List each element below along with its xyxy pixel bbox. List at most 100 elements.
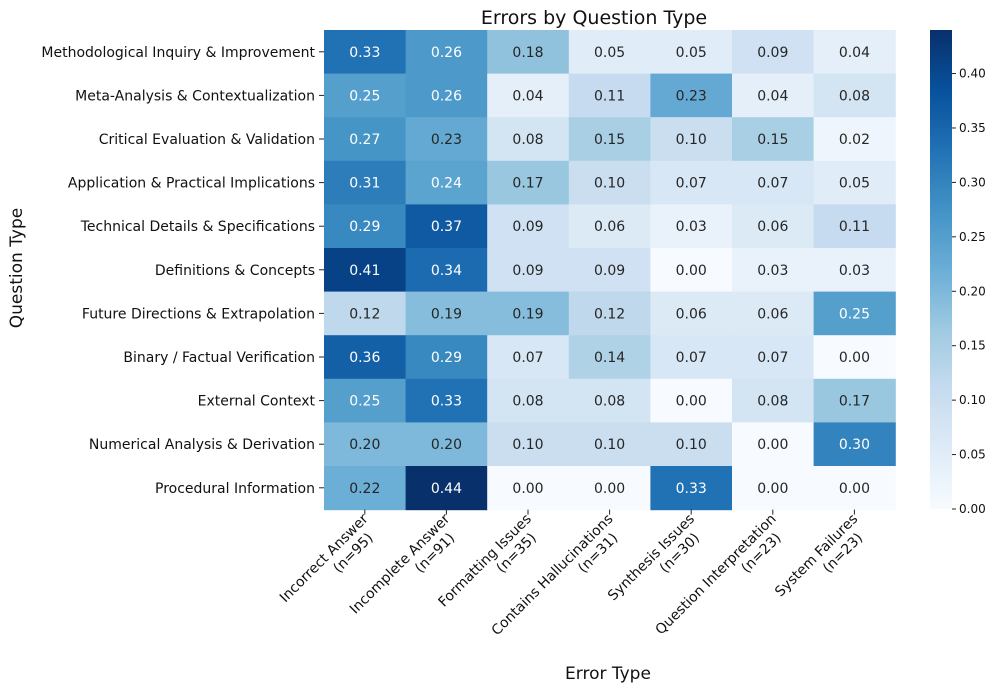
heatmap-cell	[405, 204, 488, 249]
y-tick-label: Critical Evaluation & Validation	[99, 132, 315, 148]
cell-value-label: 0.00	[594, 481, 625, 497]
y-tick-label: Methodological Inquiry & Improvement	[41, 45, 315, 61]
heatmap-cell	[568, 378, 651, 423]
heatmap-cell	[568, 160, 651, 205]
cell-value-label: 0.34	[431, 263, 462, 279]
cell-value-label: 0.22	[349, 481, 380, 497]
heatmap-cell	[732, 335, 815, 380]
cell-value-label: 0.07	[676, 350, 707, 366]
cell-value-label: 0.04	[757, 88, 788, 104]
heatmap-cell	[324, 248, 407, 293]
chart-title: Errors by Question Type	[481, 7, 707, 29]
colorbar-tick-label: 0.15	[959, 339, 986, 353]
heatmap-cell	[568, 204, 651, 249]
x-tick-label-group: System Failures(n=23)	[772, 511, 866, 600]
y-tick-label: External Context	[198, 394, 316, 410]
cell-value-label: 0.08	[757, 394, 788, 410]
cell-value-label: 0.20	[431, 437, 462, 453]
heatmap-cell	[568, 248, 651, 293]
heatmap-cell	[324, 378, 407, 423]
colorbar-tick-label: 0.35	[959, 121, 986, 135]
cell-value-label: 0.00	[839, 350, 870, 366]
cell-value-label: 0.10	[512, 437, 543, 453]
cell-value-label: 0.29	[431, 350, 462, 366]
cell-value-label: 0.08	[512, 132, 543, 148]
heatmap-cell	[405, 30, 488, 75]
y-axis-label: Question Type	[7, 208, 27, 329]
heatmap-cell	[813, 291, 896, 336]
cell-value-label: 0.23	[431, 132, 462, 148]
heatmap-cell	[324, 466, 407, 511]
heatmap-cell	[405, 291, 488, 336]
cell-value-label: 0.30	[839, 437, 870, 453]
heatmap-cell	[813, 466, 896, 511]
cell-value-label: 0.08	[512, 394, 543, 410]
heatmap-cell	[732, 248, 815, 293]
cell-value-label: 0.00	[757, 481, 788, 497]
colorbar-tick-label: 0.40	[959, 67, 986, 81]
heatmap-cell	[650, 117, 733, 162]
heatmap-cell	[813, 335, 896, 380]
cell-value-label: 0.04	[839, 45, 870, 61]
heatmap-cell	[487, 30, 570, 75]
cell-value-label: 0.20	[349, 437, 380, 453]
heatmap-cell	[732, 378, 815, 423]
heatmap-cell	[813, 378, 896, 423]
heatmap-cell	[405, 378, 488, 423]
cell-value-label: 0.14	[594, 350, 625, 366]
x-tick-labels: Incorrect Answer(n=95)Incomplete Answer(…	[277, 509, 866, 639]
heatmap-cell	[324, 117, 407, 162]
heatmap-cell	[568, 422, 651, 467]
heatmap-cell	[732, 291, 815, 336]
cell-value-label: 0.03	[676, 219, 707, 235]
heatmap-cell	[732, 117, 815, 162]
cell-value-label: 0.33	[349, 45, 380, 61]
heatmap-cell	[650, 422, 733, 467]
heatmap-cell	[650, 204, 733, 249]
cell-value-label: 0.09	[594, 263, 625, 279]
heatmap-cell	[405, 335, 488, 380]
cell-value-label: 0.10	[676, 437, 707, 453]
cell-value-label: 0.15	[594, 132, 625, 148]
heatmap-cell	[732, 30, 815, 75]
cell-value-label: 0.06	[757, 219, 788, 235]
heatmap-cell	[813, 422, 896, 467]
cell-value-label: 0.33	[676, 481, 707, 497]
heatmap-cell	[487, 422, 570, 467]
y-tick-label: Binary / Factual Verification	[123, 350, 315, 366]
heatmap-cell	[487, 204, 570, 249]
heatmap-cells: 0.33 0.26 0.18 0.05 0.05 0.09 0.04 0.25 0.26 0.04…	[324, 30, 896, 511]
x-axis-label: Error Type	[565, 664, 651, 684]
cell-value-label: 0.00	[757, 437, 788, 453]
cell-value-label: 0.25	[839, 306, 870, 322]
cell-value-label: 0.41	[349, 263, 380, 279]
heatmap-cell	[405, 422, 488, 467]
heatmap-cell	[487, 248, 570, 293]
y-tick-label: Future Directions & Extrapolation	[82, 306, 315, 322]
y-tick-label: Application & Practical Implications	[68, 176, 315, 192]
heatmap-cell	[405, 117, 488, 162]
cell-value-label: 0.06	[676, 306, 707, 322]
cell-value-label: 0.26	[431, 88, 462, 104]
heatmap-cell	[487, 466, 570, 511]
heatmap-cell	[813, 248, 896, 293]
cell-value-label: 0.25	[349, 394, 380, 410]
heatmap-cell	[813, 73, 896, 118]
heatmap-cell	[813, 160, 896, 205]
heatmap-cell	[568, 30, 651, 75]
cell-value-label: 0.07	[757, 176, 788, 192]
heatmap-cell	[568, 466, 651, 511]
colorbar-tick-label: 0.30	[959, 175, 986, 189]
cell-value-label: 0.15	[757, 132, 788, 148]
heatmap-cell	[650, 335, 733, 380]
heatmap-cell	[568, 73, 651, 118]
heatmap-cell	[405, 160, 488, 205]
cell-value-label: 0.10	[594, 176, 625, 192]
heatmap-cell	[568, 291, 651, 336]
cell-value-label: 0.05	[594, 45, 625, 61]
cell-value-label: 0.19	[431, 306, 462, 322]
y-tick-labels: Methodological Inquiry & Improvement Meta…	[41, 45, 324, 497]
cell-value-label: 0.27	[349, 132, 380, 148]
colorbar: 0.00 0.05 0.10 0.15 0.20 0.25 0.30 0.35 0.40	[930, 30, 986, 516]
